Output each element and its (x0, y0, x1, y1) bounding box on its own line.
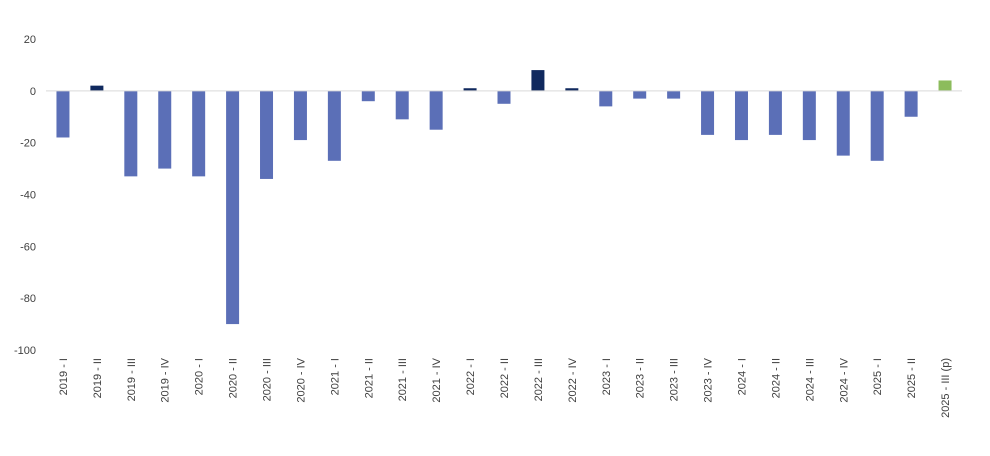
x-category-label: 2023 - I (601, 358, 613, 395)
x-category-label: 2025 - II (906, 358, 918, 398)
bar (56, 90, 70, 138)
x-category-label: 2020 - I (194, 358, 206, 395)
bar (938, 80, 952, 91)
bar (463, 88, 477, 91)
x-category-label: 2019 - II (92, 358, 104, 398)
y-tick-label: -40 (20, 190, 36, 202)
x-category-label: 2022 - III (533, 358, 545, 401)
x-category-label: 2020 - II (228, 358, 240, 398)
y-tick-label: -80 (20, 293, 36, 305)
bar (192, 90, 206, 177)
x-category-label: 2023 - IV (703, 357, 715, 402)
bar (429, 90, 443, 130)
bar (124, 90, 138, 177)
x-category-label: 2020 - IV (295, 357, 307, 402)
bar (395, 90, 409, 120)
x-category-label: 2019 - III (126, 358, 138, 401)
bar (565, 88, 579, 91)
bar (531, 70, 545, 91)
x-category-label: 2021 - II (363, 358, 375, 398)
bar (361, 90, 375, 102)
bars (56, 70, 952, 325)
y-tick-label: -100 (14, 345, 36, 357)
x-category-label: 2023 - III (669, 358, 681, 401)
y-tick-label: -60 (20, 241, 36, 253)
x-category-label: 2020 - III (262, 358, 274, 401)
bar (667, 90, 681, 99)
x-category-label: 2022 - IV (567, 357, 579, 402)
x-axis-category-labels: 2019 - I 2019 - II 2019 - III 2019 - IV 2020… (58, 357, 952, 418)
x-category-label: 2025 - I (872, 358, 884, 395)
bar (90, 85, 104, 91)
bar (734, 90, 748, 141)
bar (802, 90, 816, 141)
x-category-label: 2021 - III (397, 358, 409, 401)
bar (226, 90, 240, 325)
x-category-label: 2024 - II (770, 358, 782, 398)
x-category-label: 2021 - IV (431, 357, 443, 402)
bar (260, 90, 274, 179)
x-category-label: 2024 - I (736, 358, 748, 395)
x-category-label: 2024 - III (804, 358, 816, 401)
bar (599, 90, 613, 107)
x-category-label: 2025 - III (p) (940, 358, 952, 418)
y-tick-label: 0 (30, 86, 36, 98)
bar (158, 90, 172, 169)
y-tick-label: -20 (20, 138, 36, 150)
x-category-label: 2019 - IV (160, 357, 172, 402)
x-category-label: 2024 - IV (838, 357, 850, 402)
bar (904, 90, 918, 117)
x-category-label: 2021 - I (329, 358, 341, 395)
bar (768, 90, 782, 135)
x-category-label: 2023 - II (635, 358, 647, 398)
bar (633, 90, 647, 99)
bar (870, 90, 884, 161)
bar (497, 90, 511, 104)
bar (836, 90, 850, 156)
x-category-label: 2022 - I (465, 358, 477, 395)
bar (327, 90, 341, 161)
bar (293, 90, 307, 141)
x-category-label: 2019 - I (58, 358, 70, 395)
y-tick-label: 20 (24, 34, 36, 46)
y-axis-tick-labels: 20 0 -20 -40 -60 -80 -100 (14, 34, 36, 357)
x-category-label: 2022 - II (499, 358, 511, 398)
bar (701, 90, 715, 135)
